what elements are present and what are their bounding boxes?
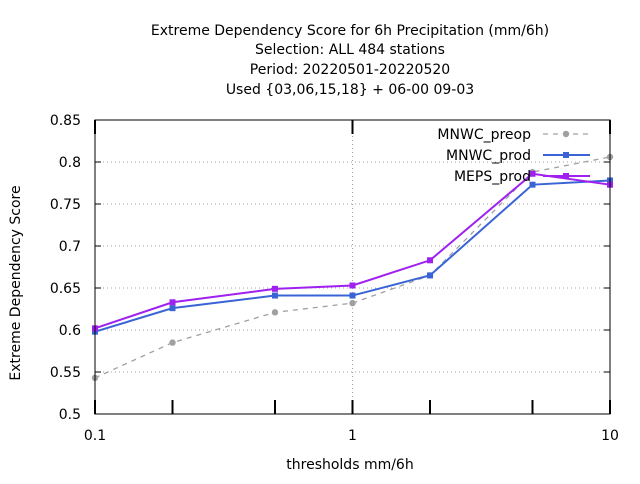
- legend-marker: [562, 130, 570, 138]
- data-point: [271, 309, 279, 316]
- legend: MNWC_preop MNWC_prod MEPS_prod: [437, 127, 590, 185]
- grid: [95, 120, 610, 414]
- y-tick-label: 0.8: [59, 155, 81, 171]
- title-line-1: Extreme Dependency Score for 6h Precipit…: [151, 23, 549, 39]
- y-tick-label: 0.5: [59, 407, 81, 423]
- y-tick-label: 0.7: [59, 239, 81, 255]
- y-tick-label: 0.85: [50, 113, 81, 129]
- x-tick-label: 1: [348, 428, 357, 444]
- data-point: [349, 282, 356, 289]
- y-tick-label: 0.75: [50, 197, 81, 213]
- x-tick-label: 0.1: [84, 428, 106, 444]
- x-axis-label: thresholds mm/6h: [286, 457, 413, 473]
- title-line-2: Selection: ALL 484 stations: [255, 42, 445, 58]
- data-point: [169, 305, 176, 312]
- legend-marker: [563, 152, 569, 158]
- y-tick-label: 0.65: [50, 281, 81, 297]
- data-point: [427, 272, 434, 279]
- series-MNWC_preop: [91, 153, 614, 382]
- data-point: [271, 285, 278, 292]
- data-point: [529, 181, 536, 188]
- data-point: [349, 292, 356, 299]
- title-line-4: Used {03,06,15,18} + 06-00 09-03: [226, 82, 474, 98]
- legend-label: MNWC_preop: [437, 127, 531, 143]
- title-line-3: Period: 20220501-20220520: [250, 62, 450, 78]
- data-point: [271, 292, 278, 299]
- legend-label: MNWC_prod: [446, 148, 531, 164]
- data-point: [427, 257, 434, 264]
- plot-frame: [94, 119, 611, 415]
- y-tick-label: 0.6: [59, 323, 81, 339]
- series-layer: [91, 153, 614, 382]
- data-point: [169, 339, 176, 346]
- y-axis-label: Extreme Dependency Score: [8, 185, 24, 380]
- legend-marker: [563, 173, 569, 179]
- axis-ticks: 0.5 0.55 0.6 0.65 0.7 0.75 0.8 0.85 0.1 1 10: [50, 113, 619, 444]
- legend-label: MEPS_prod: [454, 169, 531, 185]
- y-tick-label: 0.55: [50, 365, 81, 381]
- data-point: [529, 170, 536, 177]
- x-tick-label: 10: [601, 428, 619, 444]
- data-point: [169, 299, 176, 306]
- chart-title: Extreme Dependency Score for 6h Precipit…: [151, 23, 549, 98]
- data-point: [349, 299, 356, 307]
